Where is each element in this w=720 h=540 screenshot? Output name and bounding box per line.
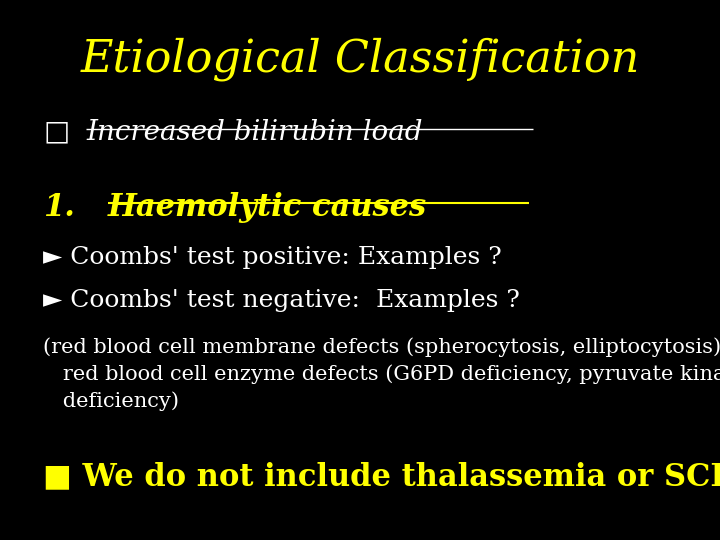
Text: Etiological Classification: Etiological Classification bbox=[81, 38, 639, 82]
Text: Haemolytic causes: Haemolytic causes bbox=[108, 192, 427, 222]
Text: ► Coombs' test positive: Examples ?: ► Coombs' test positive: Examples ? bbox=[43, 246, 502, 269]
Text: (red blood cell membrane defects (spherocytosis, elliptocytosis),
   red blood c: (red blood cell membrane defects (sphero… bbox=[43, 338, 720, 410]
Text: ■ We do not include thalassemia or SCD.  why?: ■ We do not include thalassemia or SCD. … bbox=[43, 462, 720, 492]
Text: ► Coombs' test negative:  Examples ?: ► Coombs' test negative: Examples ? bbox=[43, 289, 520, 312]
Text: Increased bilirubin load: Increased bilirubin load bbox=[86, 119, 423, 146]
Text: 1.: 1. bbox=[43, 192, 75, 222]
Text: □: □ bbox=[43, 119, 69, 146]
